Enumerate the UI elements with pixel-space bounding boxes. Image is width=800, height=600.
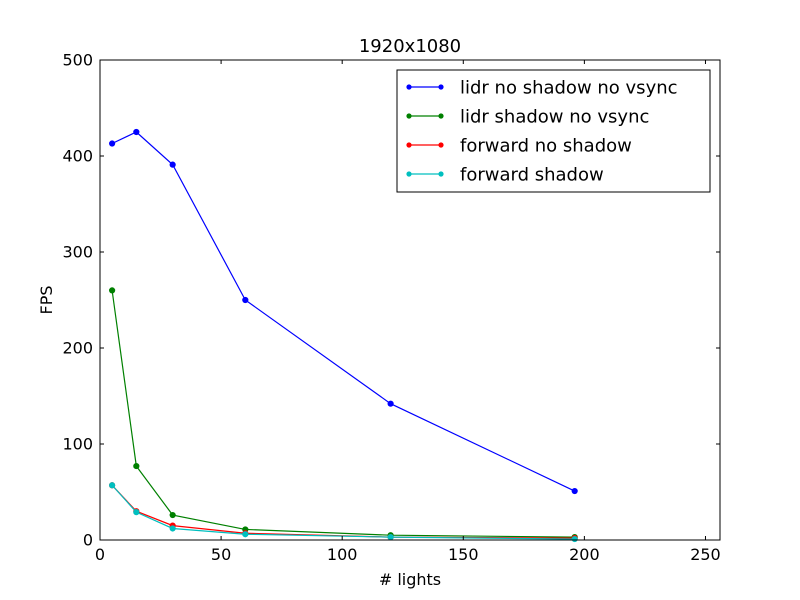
y-tick-label: 200	[62, 339, 93, 358]
legend-label: forward shadow	[460, 165, 604, 186]
x-axis-label: # lights	[379, 570, 441, 589]
series-4	[109, 482, 578, 543]
series-1	[109, 128, 578, 495]
series-line	[111, 131, 575, 492]
y-axis-label: FPS	[37, 285, 56, 314]
legend-swatch-marker	[438, 142, 444, 148]
data-point	[133, 128, 140, 136]
chart-title: 1920x1080	[359, 36, 461, 57]
legend-label: lidr no shadow no vsync	[460, 78, 678, 99]
legend-label: forward no shadow	[460, 136, 632, 157]
ticks-layer: 0 50 100 150 200 250 0 100 200 300 400 500	[62, 51, 720, 565]
data-point	[242, 296, 249, 304]
legend-item: lidr shadow no vsync	[406, 107, 649, 128]
data-point	[387, 534, 394, 541]
data-point	[169, 525, 176, 532]
legend-swatch-marker	[438, 113, 444, 119]
x-tick-label: 0	[95, 545, 105, 564]
x-tick-label: 150	[448, 545, 479, 564]
y-tick-label: 0	[83, 531, 93, 550]
data-point	[242, 531, 249, 538]
legend: lidr no shadow no vsync lidr shadow no vs…	[396, 69, 711, 193]
data-point	[571, 487, 578, 495]
series-line	[111, 484, 575, 540]
legend-swatch-marker	[406, 113, 412, 119]
legend-item: forward no shadow	[406, 136, 632, 157]
y-tick-label: 100	[62, 435, 93, 454]
legend-swatch-marker	[406, 171, 412, 177]
data-point	[133, 509, 140, 516]
legend-item: forward shadow	[406, 165, 604, 186]
data-point	[571, 535, 578, 543]
legend-swatch-marker	[438, 171, 444, 177]
x-tick-label: 200	[569, 545, 600, 564]
data-point	[133, 462, 140, 470]
x-tick-label: 100	[327, 545, 358, 564]
x-tick-label: 50	[211, 545, 231, 564]
legend-frame	[396, 69, 711, 193]
data-point	[169, 161, 176, 168]
legend-swatch-marker	[438, 84, 444, 90]
y-tick-label: 400	[62, 147, 93, 166]
data-point	[109, 482, 116, 489]
data-point	[387, 400, 394, 407]
plot-frame	[99, 59, 721, 541]
legend-item: lidr no shadow no vsync	[406, 78, 678, 99]
series-line	[111, 290, 575, 538]
data-point	[169, 511, 176, 519]
legend-swatch-marker	[406, 142, 412, 148]
y-tick-label: 300	[62, 243, 93, 262]
data-point	[109, 287, 116, 294]
data-point	[109, 140, 116, 147]
legend-label: lidr shadow no vsync	[460, 107, 649, 128]
x-tick-label: 250	[690, 545, 721, 564]
y-tick-label: 500	[62, 51, 93, 70]
series-layer	[109, 128, 578, 543]
legend-swatch-marker	[406, 84, 412, 90]
